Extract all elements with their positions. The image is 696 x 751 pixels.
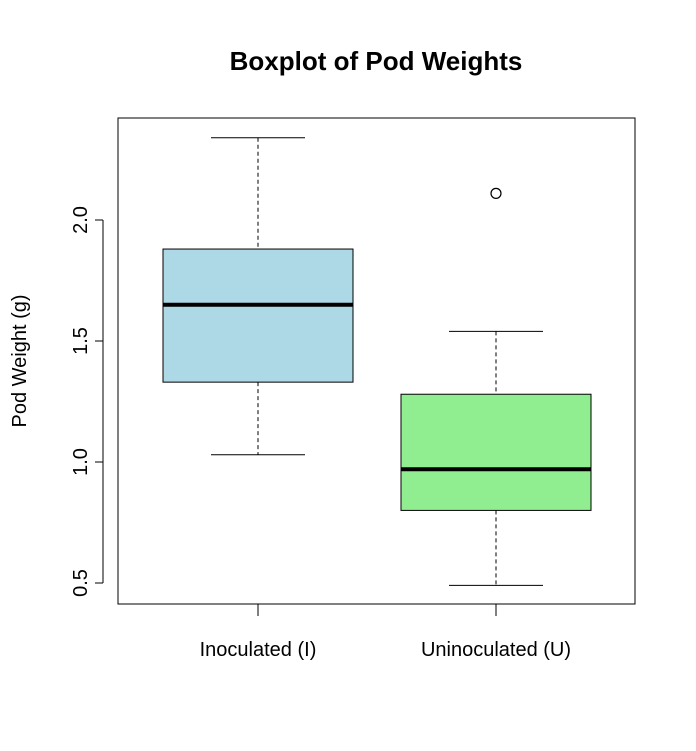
outlier-point — [490, 187, 502, 199]
y-axis: 0.5 1.0 1.5 2.0 — [70, 206, 104, 597]
x-axis: Inoculated (I) Uninoculated (U) — [200, 604, 571, 661]
y-tick-label: 2.0 — [70, 206, 92, 234]
iqr-box — [400, 393, 592, 511]
iqr-box — [162, 248, 354, 383]
chart-title: Boxplot of Pod Weights — [230, 46, 523, 76]
y-axis-label: Pod Weight (g) — [9, 294, 31, 427]
y-tick-label: 0.5 — [70, 569, 92, 597]
y-tick-label: 1.5 — [70, 327, 92, 355]
box-group — [400, 187, 592, 586]
y-tick-label: 1.0 — [70, 448, 92, 476]
box-series — [162, 137, 592, 586]
x-tick-label: Uninoculated (U) — [421, 639, 571, 661]
x-tick-label: Inoculated (I) — [200, 639, 317, 661]
plot-frame — [117, 117, 636, 605]
box-group — [162, 137, 354, 456]
